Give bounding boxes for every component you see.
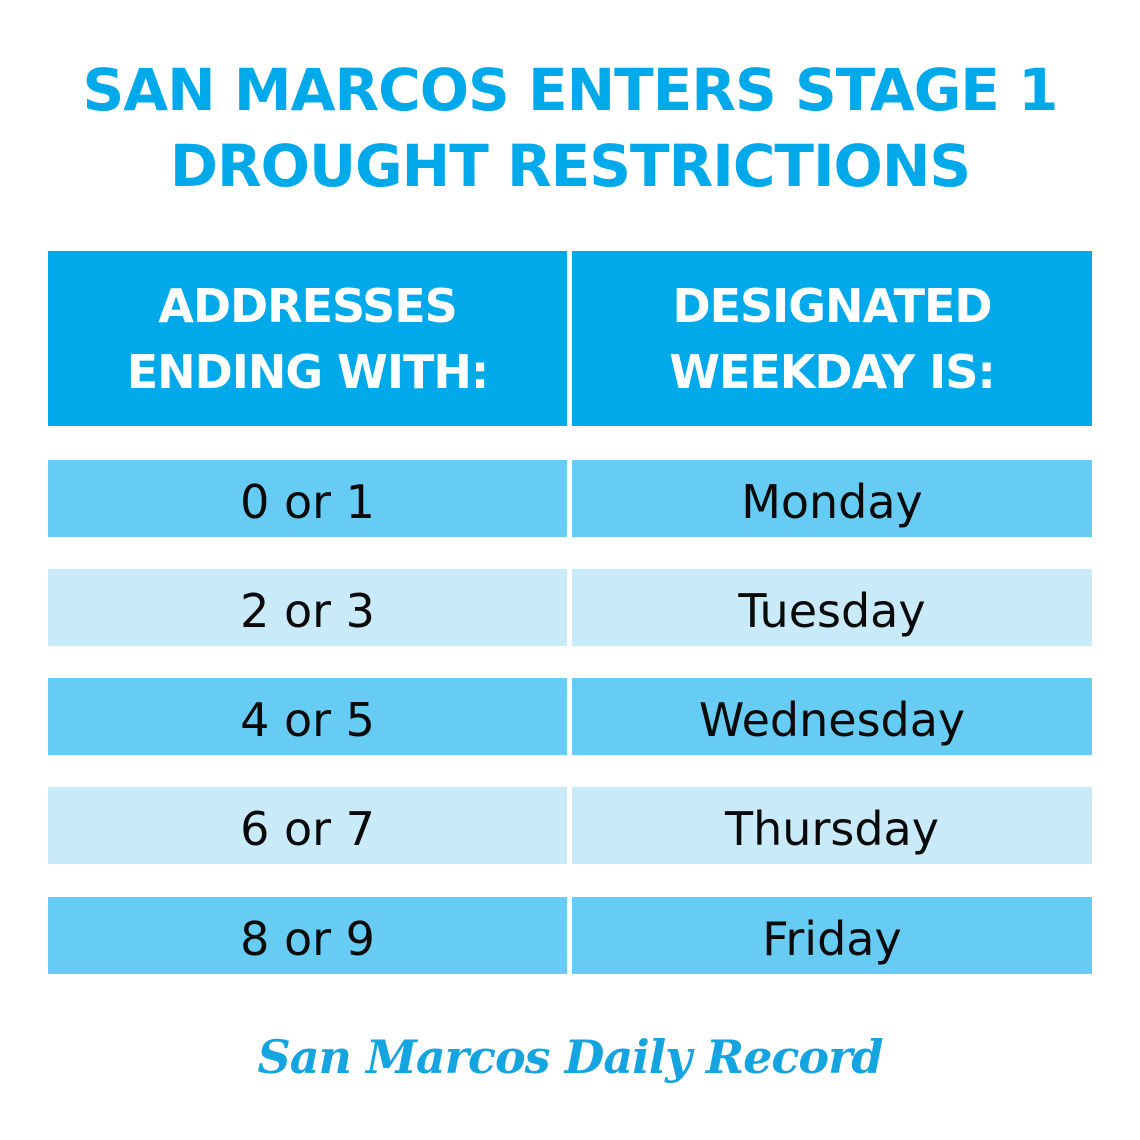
- day-cell-text: Wednesday: [698, 692, 966, 747]
- title-line-1: SAN MARCOS ENTERS STAGE 1: [82, 56, 1059, 124]
- table-row-digits: 0 or 1: [48, 460, 567, 537]
- table-row-day: Thursday: [572, 787, 1092, 864]
- header-addresses-line-2: ENDING WITH:: [126, 344, 490, 399]
- table-row-digits: 4 or 5: [48, 678, 567, 755]
- digits-cell-text: 8 or 9: [240, 911, 375, 966]
- digits-cell-text: 6 or 7: [240, 801, 375, 856]
- table-row-digits: 2 or 3: [48, 569, 567, 646]
- table-row-day: Tuesday: [572, 569, 1092, 646]
- table-row-day: Wednesday: [572, 678, 1092, 755]
- digits-cell-text: 0 or 1: [240, 474, 375, 529]
- page-title: SAN MARCOS ENTERS STAGE 1 DROUGHT RESTRI…: [0, 52, 1140, 204]
- day-cell-text: Friday: [762, 911, 902, 966]
- table-row-digits: 8 or 9: [48, 897, 567, 974]
- title-line-2: DROUGHT RESTRICTIONS: [169, 132, 971, 200]
- digits-cell-text: 4 or 5: [240, 692, 375, 747]
- digits-cell-text: 2 or 3: [240, 583, 375, 638]
- day-cell-text: Monday: [741, 474, 923, 529]
- day-cell-text: Thursday: [725, 801, 939, 856]
- table-row-day: Monday: [572, 460, 1092, 537]
- publication-logo: San Marcos Daily Record: [257, 1030, 883, 1084]
- header-weekday: DESIGNATED WEEKDAY IS:: [572, 251, 1092, 426]
- header-addresses-line-1: ADDRESSES: [158, 278, 458, 333]
- header-weekday-line-1: DESIGNATED: [672, 278, 992, 333]
- header-addresses: ADDRESSES ENDING WITH:: [48, 251, 567, 426]
- header-weekday-line-2: WEEKDAY IS:: [669, 344, 996, 399]
- day-cell-text: Tuesday: [738, 583, 926, 638]
- table-row-digits: 6 or 7: [48, 787, 567, 864]
- table-row-day: Friday: [572, 897, 1092, 974]
